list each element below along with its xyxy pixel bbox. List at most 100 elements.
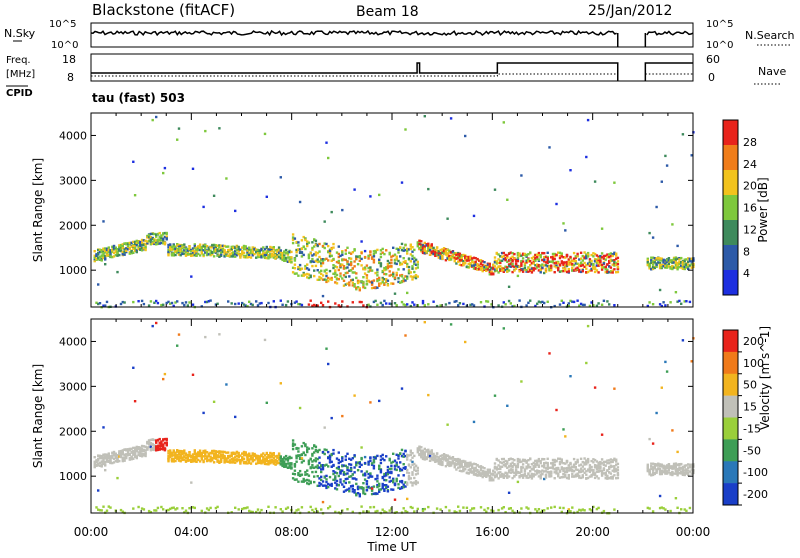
data-cell	[348, 284, 350, 286]
data-cell	[373, 261, 375, 263]
data-cell	[148, 304, 150, 306]
data-cell	[297, 450, 299, 452]
data-cell	[320, 471, 322, 473]
data-cell	[104, 464, 106, 466]
data-cell	[576, 253, 578, 255]
data-cell	[355, 272, 357, 274]
data-cell	[290, 462, 292, 464]
data-cell	[144, 452, 146, 454]
data-cell	[464, 468, 466, 470]
data-cell	[538, 508, 540, 510]
data-cell	[410, 260, 412, 262]
data-cell	[522, 477, 524, 479]
data-cell	[290, 467, 292, 469]
range-tick-label: 3000	[59, 174, 87, 187]
data-cell	[294, 264, 296, 266]
data-cell	[510, 302, 512, 304]
data-cell	[494, 462, 496, 464]
data-cell	[489, 263, 491, 265]
data-cell	[353, 394, 355, 396]
data-cell	[352, 267, 354, 269]
data-cell	[404, 334, 406, 336]
data-cell	[331, 211, 333, 213]
data-cell	[371, 475, 373, 477]
data-cell	[132, 507, 134, 509]
data-cell	[315, 460, 317, 462]
data-cell	[557, 473, 559, 475]
data-cell	[403, 463, 405, 465]
data-cell	[524, 473, 526, 475]
data-cell	[396, 272, 398, 274]
data-cell	[334, 302, 336, 304]
data-cell	[464, 135, 466, 137]
data-cell	[536, 303, 538, 305]
data-cell	[569, 169, 571, 171]
data-cell	[373, 485, 375, 487]
data-cell	[397, 249, 399, 251]
data-cell	[483, 261, 485, 263]
data-cell	[243, 252, 245, 254]
data-cell	[387, 486, 389, 488]
data-cell	[669, 301, 671, 303]
data-cell	[389, 509, 391, 511]
freq-label: Freq.	[6, 55, 31, 66]
data-cell	[313, 275, 315, 277]
data-cell	[346, 508, 348, 510]
data-cell	[362, 482, 364, 484]
data-cell	[406, 483, 408, 485]
data-cell	[239, 256, 241, 258]
data-cell	[355, 483, 357, 485]
data-cell	[246, 506, 248, 508]
data-cell	[345, 455, 347, 457]
data-cell	[473, 215, 475, 217]
data-cell	[396, 478, 398, 480]
data-cell	[612, 477, 614, 479]
data-cell	[397, 483, 399, 485]
data-cell	[392, 247, 394, 249]
data-cell	[274, 506, 276, 508]
data-cell	[353, 260, 355, 262]
data-cell	[432, 301, 434, 303]
data-cell	[102, 220, 104, 222]
data-cell	[294, 470, 296, 472]
data-cell	[295, 478, 297, 480]
data-cell	[592, 255, 594, 257]
data-cell	[324, 426, 326, 428]
data-cell	[318, 449, 320, 451]
data-cell	[382, 454, 384, 456]
data-cell	[390, 265, 392, 267]
data-cell	[397, 455, 399, 457]
data-cell	[336, 480, 338, 482]
data-cell	[503, 121, 505, 123]
data-cell	[188, 451, 190, 453]
data-cell	[547, 463, 549, 465]
data-cell	[385, 302, 387, 304]
data-cell	[213, 195, 215, 197]
data-cell	[332, 449, 334, 451]
data-cell	[439, 508, 441, 510]
range-tick-label: 1000	[59, 264, 87, 277]
data-cell	[582, 476, 584, 478]
data-cell	[116, 271, 118, 273]
data-cell	[411, 461, 413, 463]
data-cell	[410, 477, 412, 479]
data-cell	[325, 478, 327, 480]
data-cell	[390, 259, 392, 261]
data-cell	[401, 181, 403, 183]
data-cell	[666, 164, 668, 166]
data-cell	[459, 510, 461, 512]
data-cell	[245, 245, 247, 247]
data-cell	[341, 460, 343, 462]
data-cell	[144, 246, 146, 248]
data-cell	[555, 409, 557, 411]
data-cell	[568, 268, 570, 270]
data-cell	[529, 457, 531, 459]
data-cell	[403, 268, 405, 270]
data-cell	[292, 448, 294, 450]
data-cell	[417, 472, 419, 474]
data-cell	[399, 246, 401, 248]
data-cell	[378, 483, 380, 485]
data-cell	[348, 281, 350, 283]
data-cell	[306, 469, 308, 471]
data-cell	[345, 276, 347, 278]
